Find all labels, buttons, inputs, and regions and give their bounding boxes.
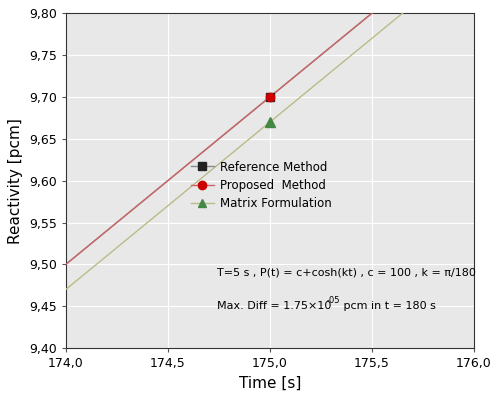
Text: -05: -05 xyxy=(327,296,340,305)
Y-axis label: Reactivity [pcm]: Reactivity [pcm] xyxy=(8,118,24,244)
Legend: Reference Method, Proposed  Method, Matrix Formulation: Reference Method, Proposed Method, Matri… xyxy=(186,156,336,215)
Text: Max. Diff = 1.75×10: Max. Diff = 1.75×10 xyxy=(217,301,331,311)
Text: T=5 s , P(t) = c+cosh(kt) , c = 100 , k = π/180: T=5 s , P(t) = c+cosh(kt) , c = 100 , k … xyxy=(217,268,475,278)
X-axis label: Time [s]: Time [s] xyxy=(238,376,301,391)
Text: pcm in t = 180 s: pcm in t = 180 s xyxy=(340,301,436,311)
